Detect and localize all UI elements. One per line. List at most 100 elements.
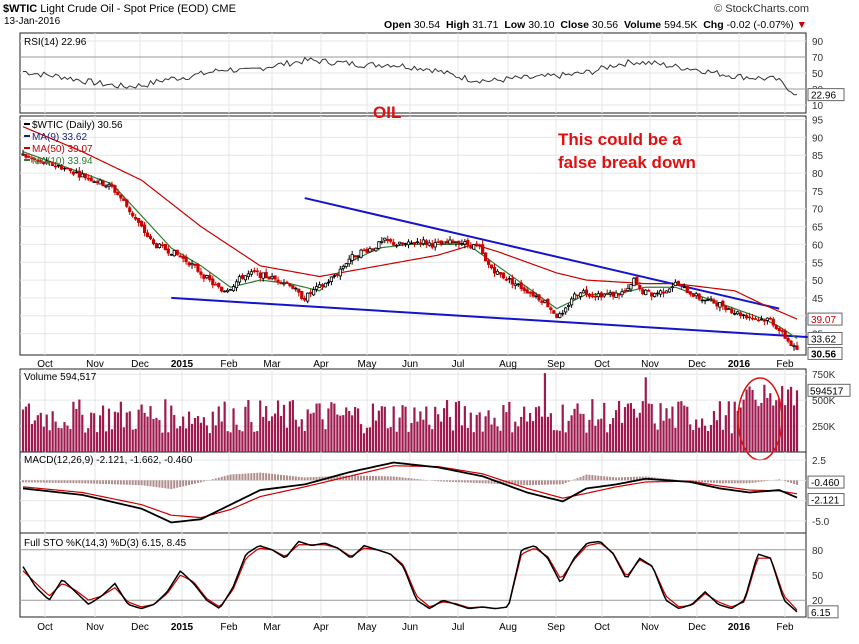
macd-histogram-bar: [191, 480, 194, 485]
price-tick-label: 70: [812, 205, 824, 216]
volume-bar: [60, 428, 63, 452]
volume-bar: [119, 401, 122, 452]
price-candle-body: [187, 262, 191, 266]
volume-bar: [199, 422, 203, 452]
chart-date: 13-Jan-2016: [4, 16, 61, 27]
macd-histogram-bar: [710, 480, 712, 483]
macd-histogram-bar: [698, 480, 701, 482]
volume-bar: [537, 406, 541, 452]
volume-bar: [695, 419, 698, 452]
price-candle-body: [288, 283, 292, 287]
volume-tick-label: 500K: [812, 396, 836, 407]
volume-bar: [692, 430, 695, 452]
macd-histogram-bar: [232, 474, 235, 481]
volume-bar: [766, 397, 769, 452]
volume-bar: [552, 430, 555, 452]
volume-bar: [354, 406, 357, 452]
macd-histogram-bar: [377, 476, 380, 481]
price-candle-body: [306, 292, 310, 302]
volume-bar: [45, 414, 48, 452]
price-x-tick-label: Sep: [547, 359, 565, 370]
volume-bar: [582, 413, 585, 452]
price-candle-body: [317, 284, 322, 288]
macd-right-label: -0.460: [811, 478, 840, 489]
volume-bar: [795, 390, 799, 452]
volume-bar: [484, 416, 487, 452]
volume-bar: [623, 407, 627, 452]
macd-histogram-bar: [182, 480, 185, 487]
macd-histogram-bar: [306, 477, 309, 481]
macd-histogram-bar: [505, 480, 508, 485]
price-candle-body: [528, 291, 532, 294]
volume-bar: [612, 418, 615, 452]
volume-bar: [508, 401, 511, 452]
ma50-line: [22, 126, 798, 320]
volume-bar: [463, 406, 466, 452]
macd-line: [22, 461, 798, 524]
volume-bar: [250, 422, 253, 452]
volume-bar: [416, 421, 419, 452]
volume-bar: [410, 422, 413, 452]
macd-histogram-bar: [733, 480, 736, 484]
instrument-name: Light Crude Oil - Spot Price (EOD): [40, 3, 209, 15]
price-candle-body: [730, 308, 734, 314]
macd-histogram-bar: [90, 480, 93, 484]
price-candle-body: [641, 289, 645, 295]
volume-bar: [99, 415, 102, 452]
macd-histogram-bar: [790, 480, 793, 484]
macd-histogram-bar: [443, 480, 446, 482]
volume-bar: [730, 433, 733, 452]
price-tick-label: 85: [812, 151, 824, 162]
price-candle-body: [243, 275, 248, 281]
bottom-x-tick-label: Nov: [641, 622, 659, 633]
price-x-tick-label: May: [358, 359, 377, 370]
macd-histogram-bar: [116, 480, 119, 485]
bottom-x-tick-label: Sep: [547, 622, 565, 633]
price-candle-body: [744, 314, 749, 319]
price-candle-body: [706, 299, 710, 301]
macd-histogram-bar: [348, 475, 351, 481]
macd-histogram-bar: [277, 474, 280, 481]
macd-histogram-bar: [75, 480, 78, 484]
close-label: Close: [560, 19, 589, 31]
volume-bar: [182, 416, 185, 452]
macd-histogram-bar: [624, 477, 626, 481]
macd-histogram-bar: [721, 480, 724, 484]
macd-histogram-bar: [392, 476, 395, 481]
price-candle-body: [119, 194, 123, 199]
volume-bar: [63, 422, 66, 452]
volume-bar: [606, 432, 609, 452]
price-candle-body: [572, 293, 577, 300]
volume-bar: [534, 407, 538, 452]
volume-bar: [179, 426, 182, 452]
price-candle-body: [570, 298, 574, 306]
macd-histogram-bar: [351, 475, 354, 481]
price-candle-body: [415, 241, 420, 244]
macd-histogram-bar: [582, 475, 585, 481]
price-candle-body: [169, 253, 173, 256]
price-candle-body: [309, 291, 313, 295]
volume-bar: [116, 412, 119, 452]
macd-histogram-bar: [413, 478, 416, 481]
price-tick-label: 80: [812, 169, 824, 180]
rsi-line: [22, 56, 798, 96]
macd-histogram-bar: [149, 480, 152, 487]
price-candle-body: [759, 318, 764, 321]
macd-histogram-bar: [460, 480, 463, 483]
price-candle-body: [451, 240, 455, 244]
price-candle-body: [377, 241, 381, 249]
price-candle-body: [561, 312, 565, 315]
macd-histogram-bar: [69, 480, 72, 484]
macd-histogram-bar: [288, 475, 291, 481]
annotation-false-break-line1: This could be a: [558, 130, 682, 149]
macd-histogram-bar: [42, 480, 45, 483]
price-candle-body: [670, 286, 675, 289]
volume-bar: [674, 427, 677, 452]
macd-histogram-bar: [66, 480, 69, 484]
volume-bar: [487, 410, 490, 452]
price-candle-body: [555, 313, 559, 318]
volume-bar: [244, 406, 247, 452]
macd-histogram-bar: [437, 480, 440, 482]
price-candle-body: [231, 286, 236, 292]
volume-bar: [600, 418, 603, 452]
